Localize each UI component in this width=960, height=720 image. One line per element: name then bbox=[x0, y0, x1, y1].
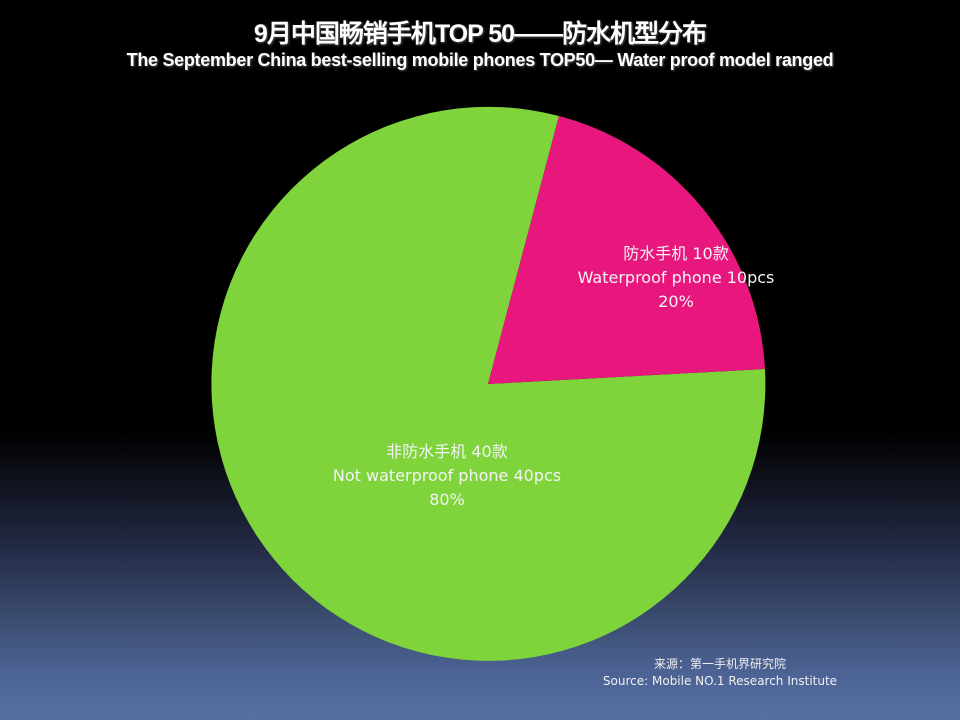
data-label-waterproof-en: Waterproof phone 10pcs bbox=[577, 268, 775, 287]
data-label-not-waterproof-cn: 非防水手机 40款 bbox=[386, 442, 508, 461]
data-label-waterproof: 防水手机 10款 Waterproof phone 10pcs 20% bbox=[556, 242, 796, 314]
pie-slice-waterproof[interactable] bbox=[488, 116, 765, 384]
source-en: Source: Mobile NO.1 Research Institute bbox=[602, 674, 838, 688]
data-label-not-waterproof-pct: 80% bbox=[429, 490, 465, 509]
source-note: 来源：第一手机界研究院 Source: Mobile NO.1 Research… bbox=[570, 656, 870, 690]
data-label-waterproof-pct: 20% bbox=[658, 292, 694, 311]
pie-slice-not-waterproof[interactable] bbox=[211, 106, 766, 661]
chart-subtitle: The September China best-selling mobile … bbox=[126, 50, 834, 70]
data-label-waterproof-cn: 防水手机 10款 bbox=[623, 244, 729, 263]
data-label-not-waterproof: 非防水手机 40款 Not waterproof phone 40pcs 80% bbox=[297, 440, 597, 512]
data-label-not-waterproof-en: Not waterproof phone 40pcs bbox=[332, 466, 562, 485]
source-cn: 来源：第一手机界研究院 bbox=[653, 657, 786, 671]
chart-title: 9月中国畅销手机TOP 50——防水机型分布 bbox=[253, 20, 707, 48]
